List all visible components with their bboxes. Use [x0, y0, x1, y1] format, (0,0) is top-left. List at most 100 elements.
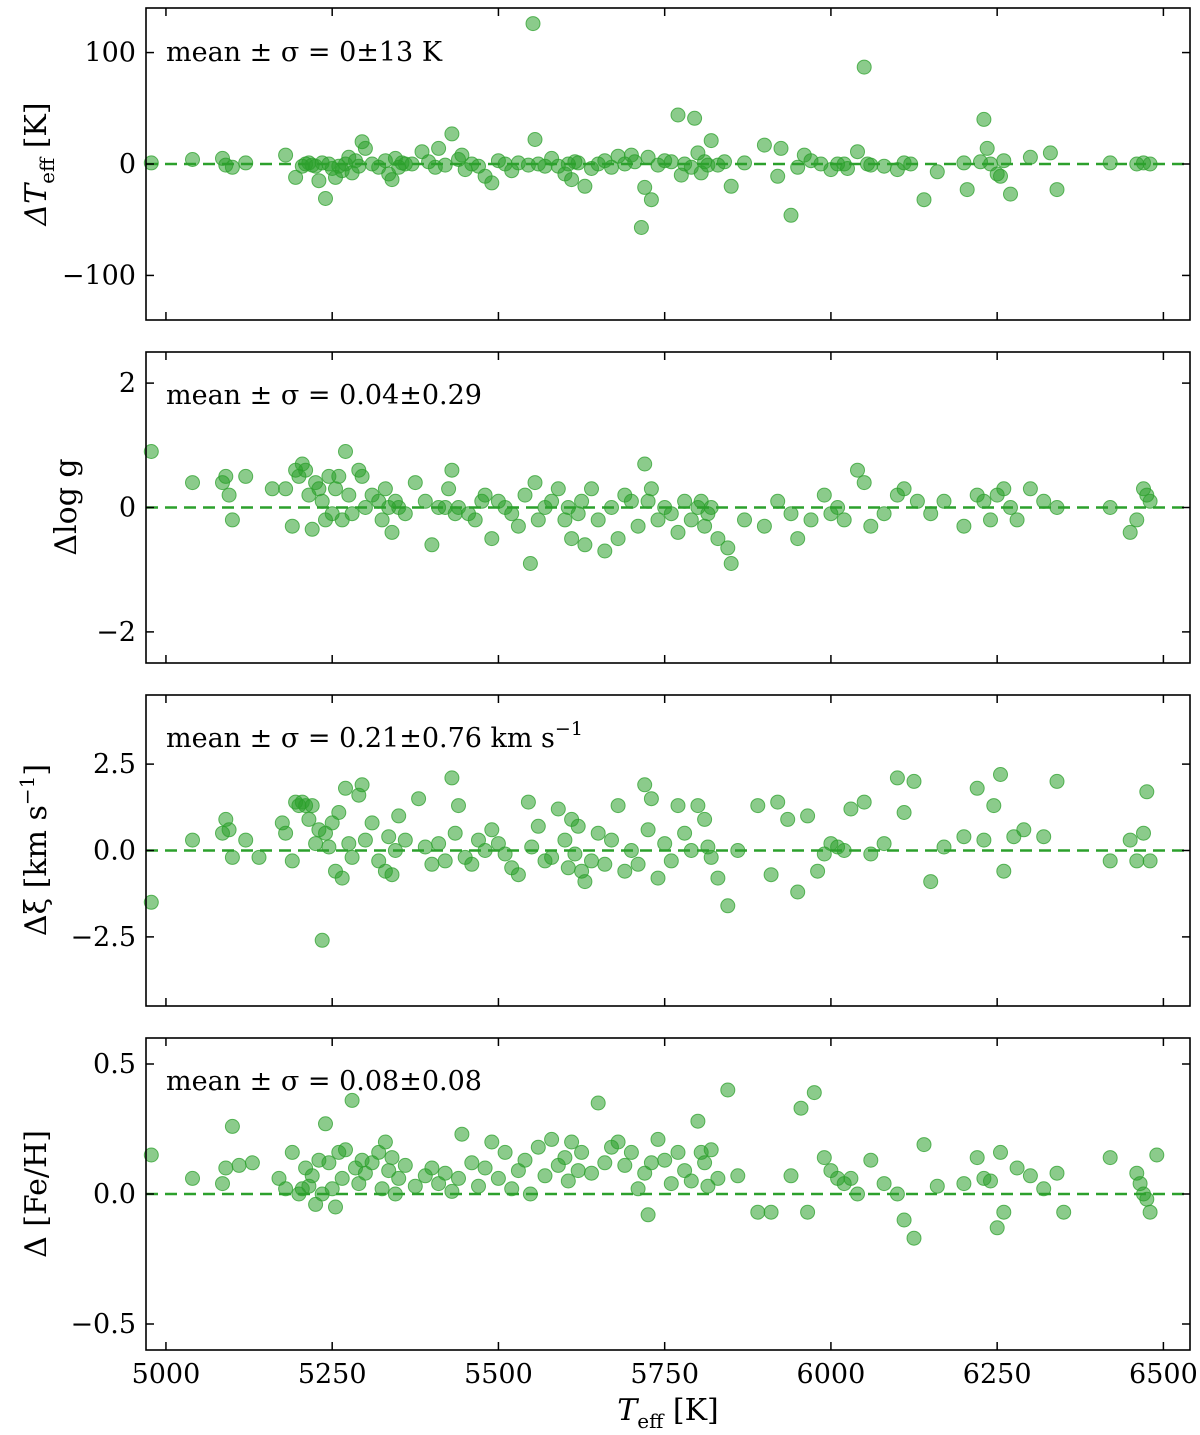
logg-point-90	[697, 518, 713, 534]
teff-ytick-label-1: 0	[119, 149, 136, 180]
teff-point-113	[876, 158, 892, 174]
xi-point-80	[643, 791, 659, 807]
feh-point-35	[384, 1150, 400, 1166]
logg-point-26	[341, 487, 357, 503]
xi-point-112	[923, 874, 939, 890]
feh-point-85	[697, 1155, 713, 1171]
xi-point-62	[550, 801, 566, 817]
feh-point-8	[278, 1181, 294, 1197]
xi-point-43	[431, 836, 447, 852]
logg-point-77	[623, 493, 639, 509]
logg-ytick-label-2: 2	[119, 368, 136, 399]
xi-point-97	[780, 811, 796, 827]
logg-point-101	[803, 512, 819, 528]
logg-point-34	[377, 481, 393, 497]
xi-point-115	[969, 780, 985, 796]
feh-point-67	[590, 1095, 606, 1111]
logg-point-99	[783, 506, 799, 522]
feh-point-121	[1056, 1204, 1072, 1220]
feh-point-113	[983, 1173, 998, 1189]
logg-point-111	[896, 481, 912, 497]
xi-point-100	[810, 863, 826, 879]
logg-point-67	[564, 531, 580, 547]
xi-point-84	[670, 798, 686, 814]
teff-frame-rect	[145, 7, 1191, 321]
xi-point-109	[889, 770, 905, 786]
xi-point-63	[557, 832, 573, 848]
teff-point-57	[527, 132, 543, 147]
xi-point-72	[597, 856, 613, 872]
xi-point-52	[484, 822, 500, 838]
logg-point-39	[397, 506, 413, 522]
feh-ytick-label-0: −0.5	[70, 1309, 136, 1340]
teff-point-13	[311, 173, 327, 189]
logg-point-106	[850, 462, 865, 478]
logg-point-15	[304, 521, 320, 537]
logg-ylabel: Δlog g	[49, 458, 84, 555]
xi-point-116	[976, 832, 992, 848]
logg-point-124	[1036, 493, 1052, 509]
xi-point-25	[334, 870, 350, 886]
xi-points	[143, 767, 1158, 948]
logg-point-60	[527, 475, 543, 491]
logg-point-107	[856, 475, 872, 491]
feh-point-38	[397, 1157, 413, 1173]
xi-point-69	[577, 874, 593, 890]
xi-point-26	[338, 780, 353, 796]
teff-point-4	[224, 159, 240, 175]
xi-point-92	[720, 898, 736, 914]
logg-frame-rect	[145, 351, 1191, 664]
logg-point-57	[510, 518, 526, 534]
xtick-label-0: 5000	[132, 1359, 201, 1390]
feh-ylabel: Δ [Fe/H]	[19, 1130, 54, 1258]
logg-point-109	[876, 506, 892, 522]
logg-point-113	[923, 506, 939, 522]
feh-point-97	[816, 1150, 832, 1166]
teff-point-67	[577, 178, 593, 194]
logg-point-46	[444, 462, 460, 478]
teff-point-32	[384, 172, 400, 188]
logg-point-42	[424, 537, 440, 553]
xi-point-42	[424, 856, 440, 872]
xi-point-108	[876, 836, 892, 852]
xi-point-27	[341, 836, 357, 852]
feh-point-115	[993, 1144, 1008, 1160]
teff-ytick-label-0: −100	[62, 260, 136, 291]
teff-ytick-label-2: 100	[84, 38, 136, 69]
xi-point-15	[301, 811, 317, 827]
logg-point-9	[284, 518, 300, 534]
feh-point-74	[637, 1165, 653, 1181]
feh-point-76	[643, 1155, 659, 1171]
xi-point-31	[357, 832, 373, 848]
logg-point-108	[863, 518, 879, 534]
teff-point-75	[627, 154, 643, 170]
feh-point-127	[1142, 1204, 1158, 1220]
logg-point-64	[550, 481, 566, 497]
logg-point-61	[530, 512, 546, 528]
logg-annotation: mean ± σ = 0.04±0.29	[166, 380, 482, 411]
logg-point-41	[417, 493, 433, 509]
feh-point-81	[677, 1163, 693, 1179]
xi-point-82	[657, 836, 673, 852]
xi-ytick-label-2: 2.5	[93, 749, 136, 780]
logg-point-105	[836, 512, 852, 528]
feh-point-89	[720, 1082, 736, 1098]
feh-point-55	[517, 1152, 533, 1168]
teff-point-120	[959, 182, 975, 198]
xi-point-99	[800, 808, 816, 824]
teff-point-110	[856, 59, 872, 75]
teff-point-77	[637, 179, 653, 195]
teff-point-27	[357, 140, 373, 156]
xtick-label-5: 6250	[963, 1359, 1032, 1390]
xi-point-78	[637, 777, 653, 793]
logg-point-45	[441, 481, 457, 497]
logg-point-23	[331, 468, 347, 484]
feh-point-83	[690, 1113, 706, 1129]
xi-annotation: mean ± σ = 0.21±0.76 km s−1	[166, 718, 583, 754]
logg-point-17	[311, 481, 327, 497]
xi-point-113	[936, 839, 952, 855]
feh-axes-frame	[145, 1037, 1191, 1351]
xi-point-121	[1016, 822, 1032, 838]
feh-point-94	[793, 1100, 809, 1116]
